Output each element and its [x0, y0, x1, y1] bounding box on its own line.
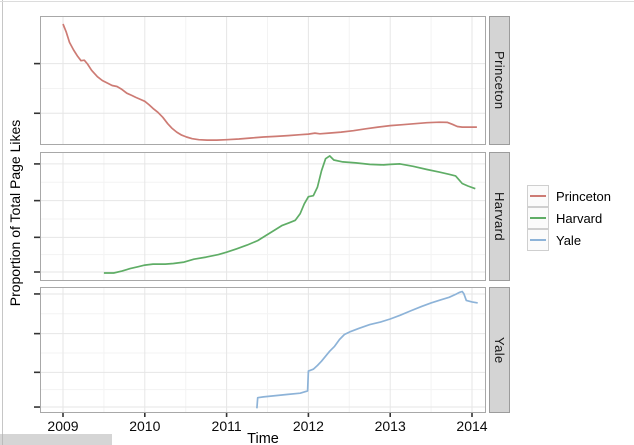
panel-princeton [34, 16, 486, 145]
x-tick-label: 2009 [47, 418, 79, 434]
x-axis-title: Time [247, 431, 279, 445]
facet-strip-princeton: Princeton [489, 16, 510, 145]
cutoff-overlay [0, 434, 112, 445]
legend-line-sample [530, 238, 546, 241]
panel-yale [34, 287, 486, 417]
x-tick-label: 2014 [456, 418, 488, 434]
legend-item-harvard: Harvard [527, 206, 611, 229]
facet-strip-yale: Yale [489, 287, 510, 413]
legend-label: Yale [556, 232, 582, 248]
legend-label: Harvard [556, 210, 603, 226]
y-axis-title: Proportion of Total Page Likes [7, 119, 23, 307]
x-tick-label: 2012 [292, 418, 324, 434]
image-left-border [2, 0, 3, 445]
facet-strip-label: Harvard [492, 191, 507, 242]
legend-line-sample [530, 216, 546, 219]
legend-item-yale: Yale [527, 228, 611, 251]
panel-harvard [34, 152, 486, 281]
x-tick-label: 2013 [374, 418, 406, 434]
legend-key-box [527, 185, 549, 207]
legend-key-box [527, 228, 549, 251]
facet-strip-label: Princeton [492, 51, 507, 110]
image-top-border [0, 1, 634, 2]
legend-key-box [527, 206, 549, 229]
legend-line-sample [530, 195, 546, 197]
legend-item-princeton: Princeton [527, 185, 611, 207]
x-tick-label: 2010 [129, 418, 161, 434]
legend: Princeton Harvard Yale [527, 185, 611, 251]
legend-label: Princeton [556, 188, 611, 204]
x-tick-label: 2011 [211, 418, 242, 434]
facet-strip-harvard: Harvard [489, 152, 510, 281]
facet-strip-label: Yale [492, 336, 507, 364]
